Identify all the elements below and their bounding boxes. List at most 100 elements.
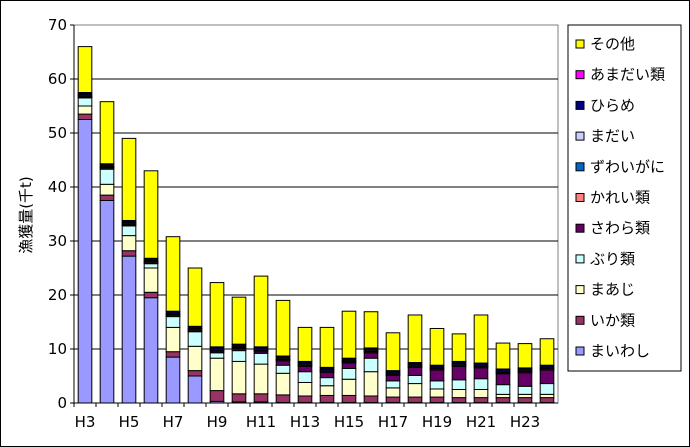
y-tick-label: 70 xyxy=(48,16,67,34)
bar-segment xyxy=(143,297,159,404)
bar-segment xyxy=(275,360,291,366)
bar-segment xyxy=(473,314,489,364)
x-tick-label: H7 xyxy=(163,413,184,431)
bar-segment xyxy=(539,397,555,403)
bar-segment xyxy=(187,345,203,372)
legend-swatch xyxy=(575,254,585,264)
bar-segment xyxy=(319,326,335,368)
bar-segment xyxy=(385,380,401,389)
plot-area: 0 10 20 30 40 50 60 70 H3 H5 H7 H9 H11 H13 H15 H17 H19 H2… xyxy=(48,16,559,431)
bar-segment xyxy=(209,390,225,402)
bar-segment xyxy=(187,370,203,377)
bar-segment xyxy=(253,363,269,395)
bar-segment xyxy=(341,394,357,403)
bar-segment xyxy=(407,374,423,385)
bar-segment xyxy=(429,396,445,403)
bar-segment xyxy=(209,352,225,359)
bar-segment xyxy=(517,397,533,403)
legend-label: まだい xyxy=(590,127,635,145)
x-tick-label: H19 xyxy=(422,413,452,431)
bar-segment xyxy=(275,299,291,357)
bar-segment xyxy=(99,101,115,165)
bar-segment xyxy=(209,282,225,348)
bar-segment xyxy=(473,367,489,380)
bar-segment xyxy=(429,380,445,390)
bar-segment xyxy=(429,369,445,382)
legend-swatch xyxy=(575,223,585,233)
bar-segment xyxy=(297,326,313,362)
x-tick-label: H15 xyxy=(334,413,364,431)
bar-segment xyxy=(363,357,379,373)
bar-segment xyxy=(187,375,203,404)
x-tick-label: H23 xyxy=(510,413,540,431)
bar-segment xyxy=(231,393,247,403)
legend-swatch xyxy=(575,315,585,325)
bar-segment xyxy=(165,236,181,312)
bar-segment xyxy=(495,397,511,403)
bar-segment xyxy=(319,394,335,403)
legend-swatch xyxy=(575,162,585,172)
bar-segment xyxy=(473,389,489,399)
bar-segment xyxy=(99,200,115,404)
bar-segment xyxy=(319,385,335,396)
bar-segment xyxy=(319,371,335,379)
bar-segment xyxy=(253,352,269,365)
bar-segment xyxy=(363,352,379,359)
y-tick-label: 60 xyxy=(48,70,67,88)
bar-segment xyxy=(77,105,93,115)
bar-segment xyxy=(187,267,203,327)
legend-label: まあじ xyxy=(590,281,635,299)
bar-segment xyxy=(539,369,555,385)
bar-segment xyxy=(495,384,511,395)
x-tick-label: H21 xyxy=(466,413,496,431)
bar-segment xyxy=(143,291,159,299)
bar-segment xyxy=(495,342,511,370)
bar-segment xyxy=(99,194,115,202)
y-axis-label: 漁獲量(千t) xyxy=(17,176,35,254)
bar-segment xyxy=(231,350,247,362)
x-tick-label: H3 xyxy=(75,413,96,431)
bar-segment xyxy=(363,311,379,349)
bar-segment xyxy=(363,395,379,403)
bar-segment xyxy=(165,356,181,404)
y-tick-label: 20 xyxy=(48,286,67,304)
bar-segment xyxy=(77,46,93,93)
legend-label: あまだい類 xyxy=(590,66,665,84)
bar-segment xyxy=(187,331,203,347)
legend-swatch xyxy=(575,131,585,141)
legend-label: その他 xyxy=(590,35,635,53)
bar-segment xyxy=(165,316,181,328)
bar-segment xyxy=(275,372,291,396)
bar-segment xyxy=(385,374,401,382)
bar-segment xyxy=(275,394,291,403)
bar-segment xyxy=(451,397,467,403)
legend-swatch xyxy=(575,285,585,295)
legend-swatch xyxy=(575,70,585,80)
bar-segment xyxy=(165,351,181,358)
bar-segment xyxy=(341,367,357,380)
bar-segment xyxy=(429,327,445,366)
bar-segment xyxy=(385,332,401,372)
y-tick-label: 0 xyxy=(57,394,67,412)
bar-segment xyxy=(495,373,511,386)
bar-segment xyxy=(165,326,181,353)
legend-label: ぶり類 xyxy=(590,250,635,268)
legend-box xyxy=(567,24,682,372)
bar-segment xyxy=(319,377,335,387)
legend-label: いか類 xyxy=(590,311,635,329)
bar-segment xyxy=(539,338,555,366)
x-tick-label: H13 xyxy=(290,413,320,431)
bar-segment xyxy=(341,378,357,396)
bar-segment xyxy=(143,263,159,269)
y-tick-label: 50 xyxy=(48,124,67,142)
bar-segment xyxy=(451,379,467,390)
bar-segment xyxy=(231,296,247,345)
bar-segment xyxy=(473,397,489,403)
bar-segment xyxy=(297,395,313,403)
bar-segment xyxy=(341,310,357,359)
bar-segment xyxy=(121,137,137,221)
bar-segment xyxy=(429,388,445,398)
x-tick-label: H17 xyxy=(378,413,408,431)
